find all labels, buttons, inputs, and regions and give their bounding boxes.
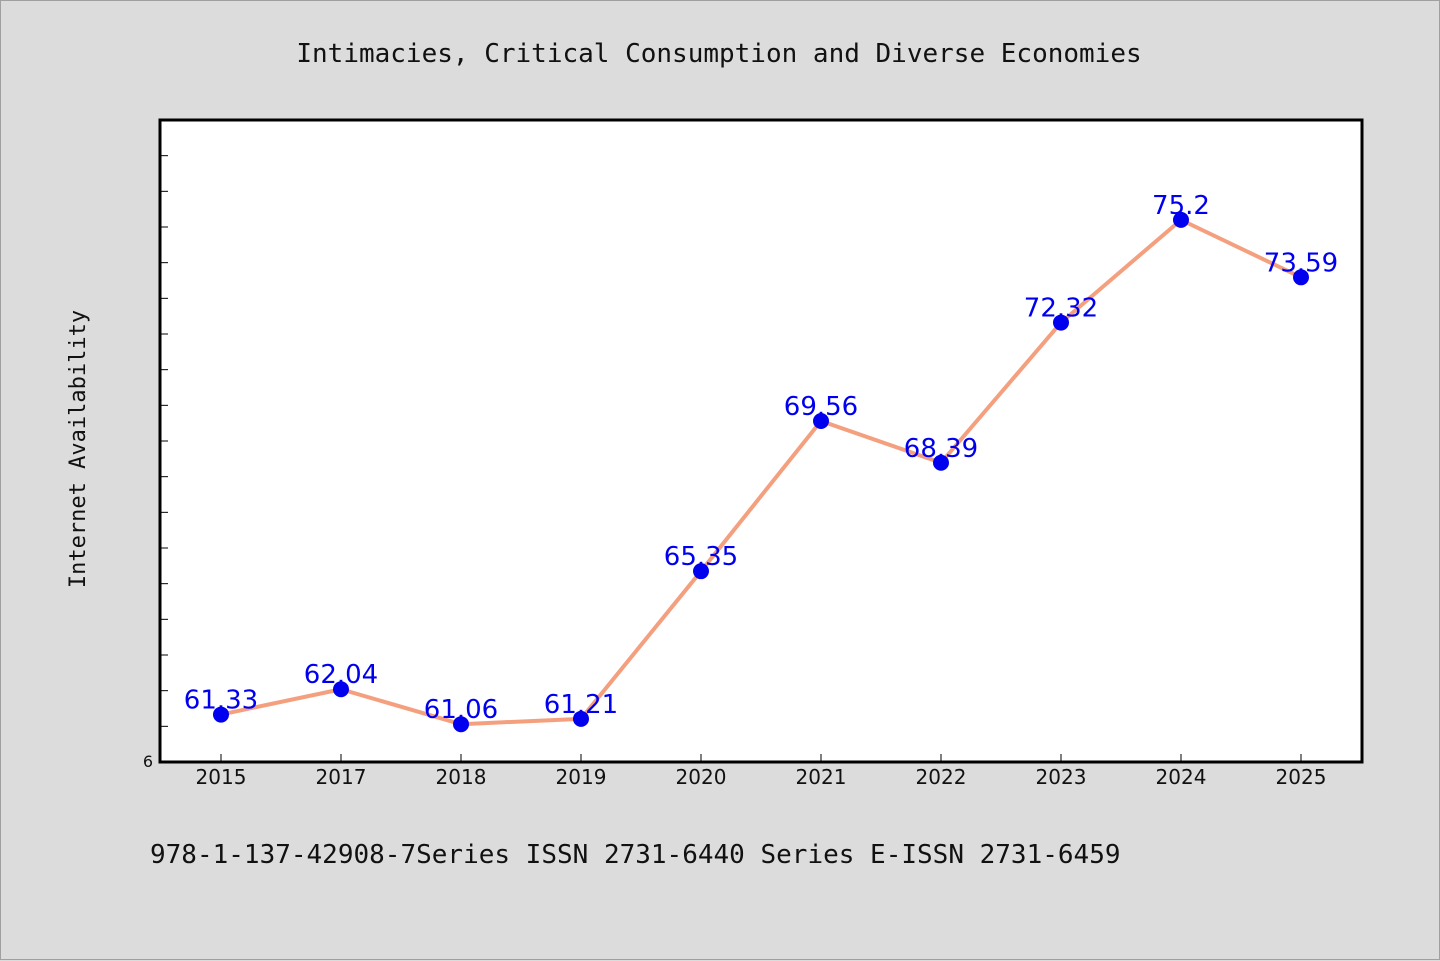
x-tick-label: 2017 xyxy=(316,765,367,789)
x-tick-label: 2021 xyxy=(796,765,847,789)
data-point-marker xyxy=(933,454,949,471)
data-label: 75.2 xyxy=(1152,191,1210,221)
data-labels: 61.33 62.04 61.06 61.21 65.35 69.56 68.39 72.32… xyxy=(184,191,1338,725)
x-tick-label: 2022 xyxy=(916,765,967,789)
data-label: 69.56 xyxy=(784,392,858,422)
y-axis-label: Internet Availability xyxy=(66,310,91,588)
data-label: 68.39 xyxy=(904,434,978,464)
chart-title: Intimacies, Critical Consumption and Div… xyxy=(296,39,1141,69)
series-line xyxy=(220,217,1302,727)
x-axis-ticks: 2015 2017 2018 2019 2020 2021 2022 2023 2024 2025 xyxy=(196,754,1327,789)
data-point-marker xyxy=(333,681,349,698)
data-label: 61.21 xyxy=(544,690,618,720)
x-tick-label: 2025 xyxy=(1276,765,1327,789)
data-label: 61.33 xyxy=(184,686,258,716)
x-tick-label: 2023 xyxy=(1036,765,1087,789)
y-tick-label: 6 xyxy=(143,752,153,771)
data-label: 73.59 xyxy=(1264,248,1338,278)
footer-isbn-issn: 978-1-137-42908-7Series ISSN 2731-6440 S… xyxy=(150,840,1121,870)
data-point-marker xyxy=(573,710,589,727)
data-point-marker xyxy=(1293,269,1309,286)
data-point-marker xyxy=(813,413,829,430)
data-label: 62.04 xyxy=(304,660,378,690)
y-axis-ticks xyxy=(160,155,168,727)
data-point-marker xyxy=(1053,314,1069,331)
data-label: 61.06 xyxy=(424,695,498,725)
data-label: 72.32 xyxy=(1024,294,1098,324)
plot-area xyxy=(158,118,1364,764)
x-tick-label: 2015 xyxy=(196,765,247,789)
x-tick-label: 2020 xyxy=(676,765,727,789)
data-label: 65.35 xyxy=(664,542,738,572)
data-markers xyxy=(213,211,1309,733)
x-tick-label: 2019 xyxy=(556,765,607,789)
data-point-marker xyxy=(213,706,229,723)
x-tick-label: 2018 xyxy=(436,765,487,789)
data-point-marker xyxy=(1173,211,1189,228)
x-tick-label: 2024 xyxy=(1156,765,1207,789)
data-point-marker xyxy=(453,716,469,733)
data-point-marker xyxy=(693,563,709,580)
